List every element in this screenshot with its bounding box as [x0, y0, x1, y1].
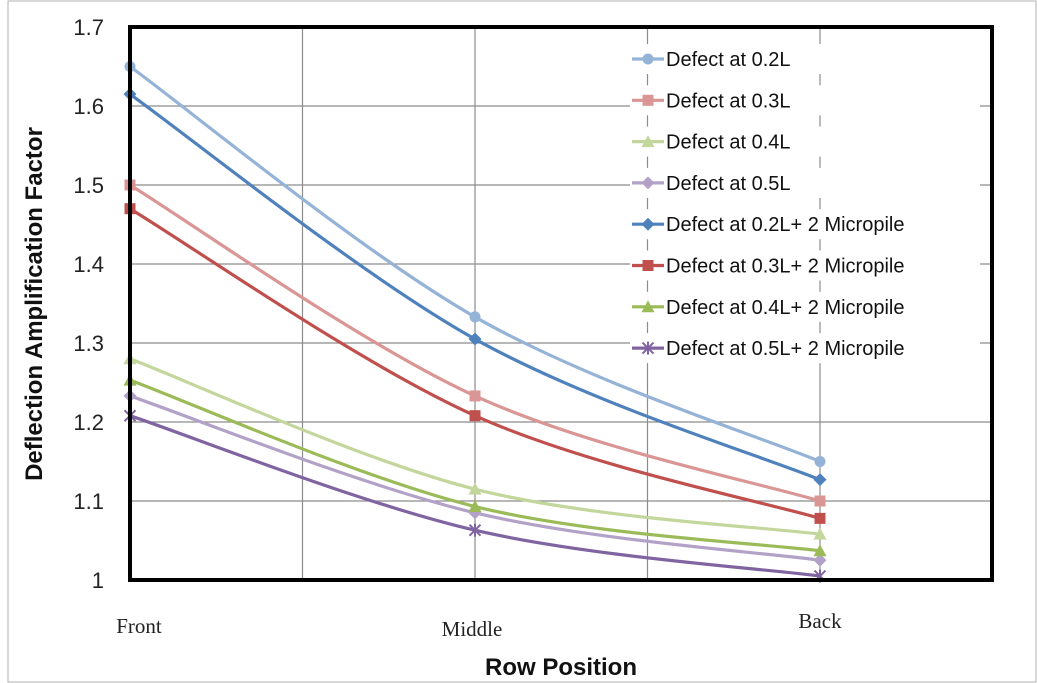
x-axis-ticks: Front Middle Back [116, 609, 842, 641]
legend-label: Defect at 0.5L [666, 173, 791, 195]
legend-entry: Defect at 0.3L+ 2 Micropile [630, 250, 980, 281]
legend-entry-background [630, 85, 980, 116]
x-tick-label: Middle [442, 617, 503, 641]
legend-entry: Defect at 0.2L [630, 44, 980, 74]
legend-marker [642, 53, 654, 65]
data-point [468, 500, 482, 513]
legend: Defect at 0.2L Defect at 0.3L Defect at 0.… [630, 44, 980, 364]
y-tick-label: 1.5 [73, 173, 104, 198]
y-tick-label: 1 [92, 568, 104, 593]
legend-entry: Defect at 0.3L [630, 85, 980, 116]
data-point [814, 456, 826, 467]
series-layer [123, 61, 827, 583]
legend-marker [641, 341, 655, 355]
data-point [814, 495, 826, 507]
image-border [7, 0, 1037, 683]
y-tick-label: 1.7 [73, 15, 104, 40]
legend-entry: Defect at 0.5L [630, 167, 980, 198]
legend-entry-background [630, 44, 980, 74]
legend-entry-background [630, 291, 980, 322]
y-tick-label: 1.3 [73, 331, 104, 356]
data-point [468, 482, 482, 495]
legend-entry-background [630, 209, 980, 240]
y-axis-label: Deflection Amplification Factor [21, 127, 48, 481]
x-axis-label: Row Position [485, 654, 637, 681]
legend-label: Defect at 0.2L+ 2 Micropile [666, 214, 904, 236]
legend-marker [641, 300, 655, 313]
x-tick-label: Front [116, 614, 162, 638]
data-point [469, 410, 481, 422]
legend-entry-background [630, 333, 980, 364]
legend-entry: Defect at 0.4L+ 2 Micropile [630, 291, 980, 322]
legend-label: Defect at 0.2L [666, 49, 791, 71]
legend-label: Defect at 0.3L+ 2 Micropile [666, 256, 904, 278]
legend-marker [642, 260, 654, 271]
legend-marker [641, 217, 655, 231]
legend-entry: Defect at 0.5L+ 2 Micropile [630, 333, 980, 364]
data-point [814, 512, 826, 524]
data-point [468, 332, 482, 346]
data-point [813, 473, 827, 487]
legend-entry-background [630, 126, 980, 157]
legend-label: Defect at 0.4L [666, 132, 791, 154]
data-point [468, 523, 482, 537]
legend-marker [641, 176, 655, 190]
plot-area-border [128, 25, 994, 582]
legend-marker [641, 135, 655, 148]
y-tick-label: 1.4 [73, 252, 104, 277]
y-axis-ticks: 1 1.1 1.2 1.3 1.4 1.5 1.6 1.7 [73, 15, 104, 593]
series-7 [123, 373, 827, 557]
legend-marker [642, 94, 654, 106]
legend-entry: Defect at 0.4L [630, 126, 980, 157]
legend-entry-background [630, 167, 980, 198]
y-tick-label: 1.6 [73, 94, 104, 119]
legend-entry-background [630, 250, 980, 281]
data-point [813, 553, 827, 567]
legend-label: Defect at 0.5L+ 2 Micropile [666, 338, 904, 360]
data-point [813, 544, 827, 557]
legend-label: Defect at 0.3L [666, 90, 791, 112]
data-point [469, 311, 481, 323]
legend-entry: Defect at 0.2L+ 2 Micropile [630, 209, 980, 240]
legend-label: Defect at 0.4L+ 2 Micropile [666, 297, 904, 319]
y-tick-label: 1.1 [73, 489, 104, 514]
x-tick-label: Back [798, 609, 842, 633]
data-point [813, 527, 827, 540]
y-tick-label: 1.2 [73, 410, 104, 435]
data-point [469, 390, 481, 402]
